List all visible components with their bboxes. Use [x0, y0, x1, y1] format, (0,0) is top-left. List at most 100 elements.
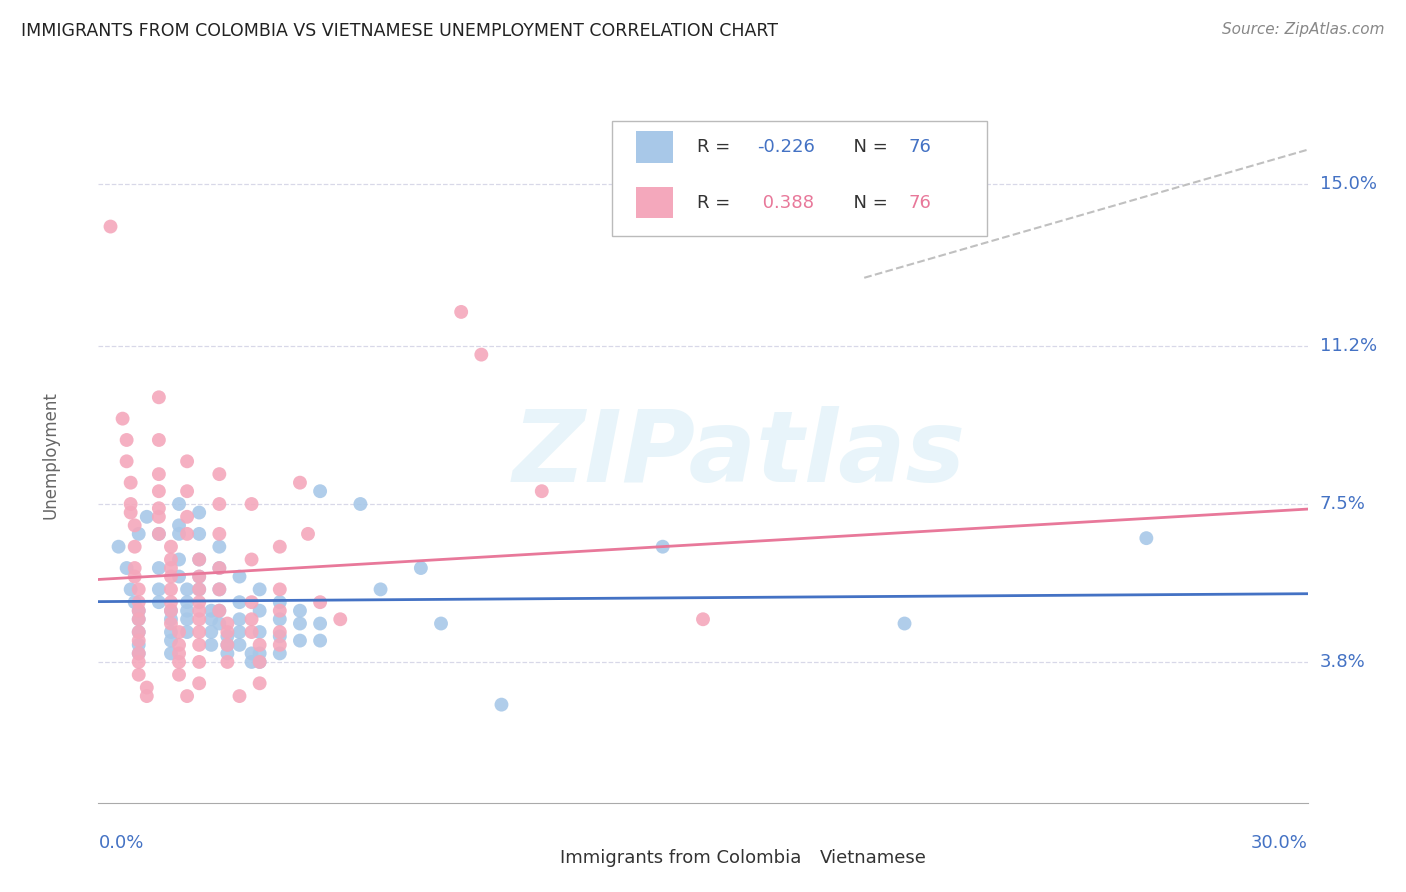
Point [160, 540, 183, 554]
Text: Unemployment: Unemployment [41, 391, 59, 519]
Point [135, 689, 157, 703]
Point [176, 612, 198, 626]
Point [107, 540, 129, 554]
Text: 7.5%: 7.5% [1320, 495, 1365, 513]
Point [269, 595, 291, 609]
Point [148, 390, 170, 404]
Point [269, 604, 291, 618]
Point [188, 625, 211, 640]
Text: Vietnamese: Vietnamese [820, 849, 927, 867]
Point [160, 633, 183, 648]
Point [176, 484, 198, 499]
Point [217, 647, 239, 661]
Point [188, 676, 211, 690]
Point [160, 561, 183, 575]
Point [217, 655, 239, 669]
Text: 30.0%: 30.0% [1251, 834, 1308, 852]
Point [692, 612, 714, 626]
Point [148, 509, 170, 524]
Point [188, 612, 211, 626]
Point [309, 633, 332, 648]
Point [160, 625, 183, 640]
Point [309, 595, 332, 609]
Point [167, 655, 190, 669]
Point [188, 552, 211, 566]
Point [249, 655, 271, 669]
Point [176, 625, 198, 640]
Point [240, 647, 263, 661]
Point [491, 698, 513, 712]
Point [128, 667, 150, 681]
Point [176, 454, 198, 468]
Point [135, 681, 157, 695]
Text: 15.0%: 15.0% [1320, 175, 1376, 193]
Point [148, 595, 170, 609]
Point [228, 569, 250, 583]
Point [128, 655, 150, 669]
Point [160, 582, 183, 597]
Point [167, 625, 190, 640]
Point [297, 527, 319, 541]
Point [188, 638, 211, 652]
Point [167, 527, 190, 541]
FancyBboxPatch shape [612, 121, 987, 235]
Point [240, 625, 263, 640]
Bar [782, 843, 811, 872]
Point [128, 612, 150, 626]
Point [188, 655, 211, 669]
Point [1135, 531, 1157, 545]
Text: 3.8%: 3.8% [1320, 653, 1365, 671]
Point [208, 604, 231, 618]
Text: N =: N = [842, 138, 894, 156]
Point [530, 484, 553, 499]
Point [160, 604, 183, 618]
Bar [637, 131, 672, 162]
Point [120, 475, 142, 490]
Point [349, 497, 371, 511]
Point [269, 582, 291, 597]
Point [370, 582, 392, 597]
Text: 76: 76 [908, 194, 931, 212]
Point [128, 604, 150, 618]
Point [217, 638, 239, 652]
Text: Source: ZipAtlas.com: Source: ZipAtlas.com [1222, 22, 1385, 37]
Point [188, 506, 211, 520]
Point [160, 552, 183, 566]
Point [176, 604, 198, 618]
Point [470, 348, 492, 362]
Point [148, 467, 170, 482]
Point [450, 305, 472, 319]
Point [228, 638, 250, 652]
Point [409, 561, 432, 575]
Point [269, 629, 291, 643]
Point [128, 625, 150, 640]
Point [124, 595, 146, 609]
Point [208, 604, 231, 618]
Text: 0.0%: 0.0% [98, 834, 143, 852]
Point [148, 582, 170, 597]
Point [176, 582, 198, 597]
Point [309, 616, 332, 631]
Point [148, 433, 170, 447]
Point [188, 569, 211, 583]
Point [188, 595, 211, 609]
Text: IMMIGRANTS FROM COLOMBIA VS VIETNAMESE UNEMPLOYMENT CORRELATION CHART: IMMIGRANTS FROM COLOMBIA VS VIETNAMESE U… [21, 22, 778, 40]
Point [208, 616, 231, 631]
Point [160, 569, 183, 583]
Point [269, 540, 291, 554]
Point [208, 582, 231, 597]
Point [208, 582, 231, 597]
Point [240, 595, 263, 609]
Point [128, 604, 150, 618]
Point [188, 527, 211, 541]
Point [120, 497, 142, 511]
Point [100, 219, 122, 234]
Point [249, 582, 271, 597]
Point [240, 612, 263, 626]
Point [288, 633, 311, 648]
Bar [637, 187, 672, 219]
Point [167, 667, 190, 681]
Point [148, 501, 170, 516]
Point [160, 647, 183, 661]
Point [128, 625, 150, 640]
